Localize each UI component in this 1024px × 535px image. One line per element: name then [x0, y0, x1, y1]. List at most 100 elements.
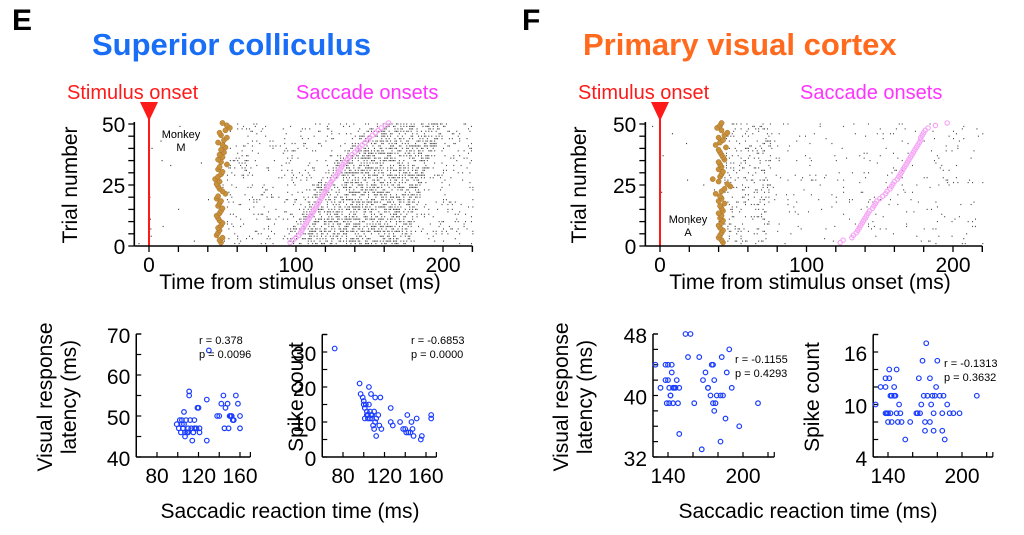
spike-mark — [725, 162, 727, 164]
spike-mark — [423, 145, 425, 147]
spike-mark — [843, 213, 845, 215]
spike-mark — [345, 189, 347, 191]
spike-mark — [347, 225, 349, 228]
spike-mark — [347, 150, 349, 152]
spike-mark — [381, 164, 383, 167]
spike-mark — [337, 223, 339, 225]
spike-mark — [320, 206, 322, 208]
spike-mark — [379, 162, 381, 164]
spike-mark — [338, 208, 340, 210]
spike-mark — [809, 157, 811, 159]
spike-mark — [451, 228, 453, 230]
spike-mark — [769, 155, 771, 157]
spike-mark — [328, 223, 330, 225]
spike-mark — [832, 240, 834, 242]
spike-mark — [397, 216, 399, 218]
spike-mark — [428, 130, 430, 132]
spike-mark — [370, 203, 372, 206]
spike-mark — [953, 130, 954, 132]
spike-mark — [730, 135, 732, 137]
spike-mark — [297, 147, 299, 149]
spike-mark — [831, 194, 833, 196]
spike-mark — [398, 164, 400, 167]
data-point — [902, 436, 909, 443]
spike-mark — [340, 196, 342, 198]
spike-mark — [281, 164, 283, 167]
spike-mark — [415, 160, 417, 162]
spike-mark — [409, 174, 411, 176]
spike-mark — [334, 201, 336, 203]
spike-mark — [381, 135, 383, 137]
spike-mark — [759, 199, 761, 201]
spike-mark — [332, 233, 334, 235]
spike-mark — [416, 128, 418, 130]
spike-mark — [260, 242, 262, 245]
spike-mark — [354, 233, 356, 235]
spike-mark — [350, 211, 352, 213]
spike-mark — [413, 194, 415, 196]
spike-mark — [234, 167, 236, 169]
spike-mark — [384, 157, 386, 159]
spike-mark — [463, 225, 465, 228]
spike-mark — [360, 164, 362, 167]
spike-mark — [375, 152, 377, 154]
spike-mark — [362, 230, 364, 232]
spike-mark — [397, 238, 399, 240]
spike-mark — [366, 230, 368, 232]
spike-mark — [393, 238, 395, 240]
spike-mark — [404, 133, 406, 135]
y-tick-label: 70 — [107, 325, 130, 348]
spike-mark — [462, 172, 464, 174]
spike-mark — [744, 147, 746, 149]
spike-mark — [362, 172, 364, 174]
spike-mark — [350, 133, 352, 135]
spike-mark — [868, 225, 870, 228]
spike-mark — [744, 162, 746, 164]
spike-mark — [385, 203, 387, 206]
spike-mark — [395, 140, 397, 142]
spike-mark — [422, 174, 424, 176]
data-point — [920, 392, 927, 399]
spike-mark — [422, 172, 424, 174]
spike-mark — [901, 160, 903, 162]
spike-mark — [753, 191, 755, 193]
spike-mark — [315, 223, 317, 225]
spike-mark — [441, 181, 443, 184]
spike-mark — [376, 194, 378, 196]
spike-mark — [771, 133, 773, 135]
spike-mark — [388, 225, 390, 228]
spike-mark — [382, 240, 384, 242]
spike-mark — [357, 142, 359, 145]
data-point — [387, 405, 394, 411]
spike-mark — [416, 213, 418, 215]
spike-mark — [338, 211, 340, 213]
spike-mark — [438, 174, 440, 176]
spike-mark — [929, 240, 931, 242]
spike-mark — [395, 194, 397, 196]
saccade-onset-marker — [925, 125, 931, 131]
spike-mark — [410, 223, 412, 225]
spike-mark — [309, 238, 311, 240]
spike-mark — [470, 125, 472, 128]
spike-mark — [401, 228, 403, 230]
spike-mark — [762, 230, 764, 232]
spike-mark — [403, 125, 405, 128]
spike-mark — [739, 169, 741, 171]
spike-mark — [325, 172, 327, 174]
spike-mark — [425, 142, 427, 145]
spike-mark — [730, 162, 732, 164]
spike-mark — [304, 169, 306, 171]
spike-mark — [345, 235, 347, 237]
spike-mark — [403, 223, 405, 225]
spike-mark — [335, 216, 337, 218]
spike-mark — [422, 157, 424, 159]
spike-mark — [914, 130, 916, 132]
raster-x-axis-label: Time from stimulus onset (ms) — [669, 271, 951, 294]
spike-mark — [246, 128, 248, 130]
spike-mark — [412, 147, 414, 149]
spike-mark — [353, 194, 355, 196]
spike-mark — [397, 135, 399, 137]
spike-mark — [652, 125, 654, 128]
spike-mark — [370, 208, 372, 210]
spike-mark — [758, 208, 760, 210]
